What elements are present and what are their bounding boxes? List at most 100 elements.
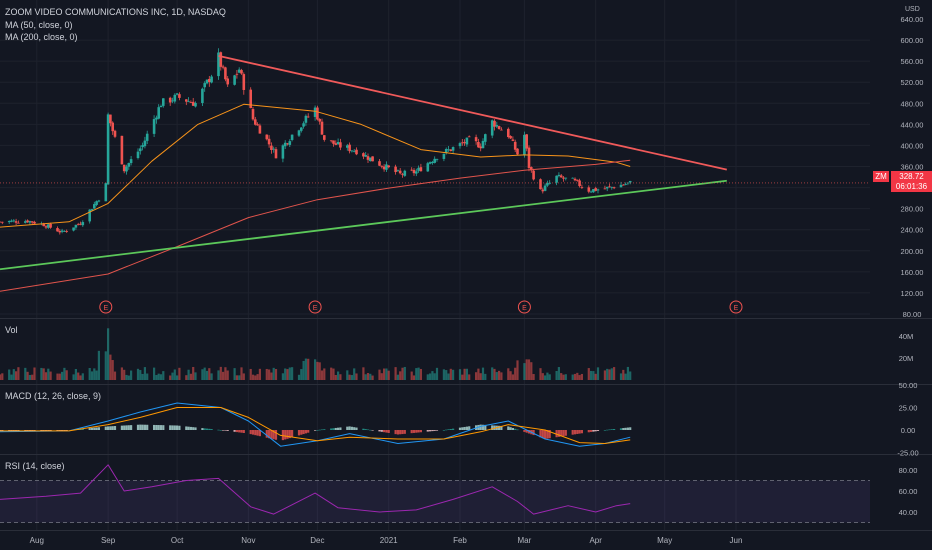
volume-bar	[194, 372, 197, 380]
y-tick-label: 480.00	[901, 99, 924, 108]
macd-histogram-bar	[479, 424, 482, 430]
macd-histogram-bar	[130, 425, 133, 430]
volume-bar	[40, 367, 43, 380]
macd-histogram-bar	[268, 430, 271, 439]
macd-histogram-bar	[491, 425, 494, 430]
volume-bar	[458, 369, 462, 380]
volume-bar	[509, 371, 512, 380]
volume-bar	[544, 375, 547, 380]
volume-pane[interactable]	[0, 328, 632, 380]
volume-bar	[281, 373, 284, 380]
macd-histogram-bar	[90, 427, 94, 430]
rsi-pane[interactable]	[0, 464, 870, 523]
macd-histogram-bar	[307, 430, 310, 433]
earnings-marker[interactable]	[517, 300, 531, 314]
macd-histogram-bar	[481, 424, 485, 430]
candle-body	[88, 209, 91, 222]
macd-histogram-bar	[576, 430, 579, 434]
volume-bar	[125, 374, 128, 380]
macd-histogram-bar	[484, 424, 487, 430]
candle-body	[159, 105, 163, 108]
candle-body	[320, 121, 324, 135]
volume-bar	[258, 368, 261, 380]
candle-body	[76, 224, 80, 226]
volume-bar	[548, 374, 551, 380]
candle-body	[385, 164, 388, 170]
candle-body	[81, 222, 85, 226]
candle-body	[481, 140, 485, 149]
ma50-legend[interactable]: MA (50, close, 0)	[5, 20, 73, 30]
candle-body	[371, 156, 374, 162]
macd-histogram-bar	[222, 430, 225, 431]
macd-histogram-bar	[139, 424, 142, 430]
volume-bar	[541, 373, 544, 380]
candle-body	[394, 166, 397, 173]
x-tick-label: Apr	[589, 536, 602, 545]
volume-bar	[445, 370, 448, 380]
macd-histogram-bar	[159, 425, 163, 430]
volume-bar	[629, 371, 632, 380]
macd-histogram-bar	[348, 426, 351, 430]
macd-histogram-bar	[590, 430, 593, 432]
volume-bar	[208, 368, 211, 380]
volume-bar	[143, 367, 146, 380]
candle-body	[431, 161, 434, 163]
candle-body	[477, 141, 480, 148]
y-tick-label: 440.00	[901, 120, 924, 129]
x-tick-label: Feb	[453, 536, 467, 545]
macd-histogram-bar	[270, 430, 273, 439]
macd-histogram-bar	[302, 430, 305, 435]
candle-body	[426, 163, 430, 172]
candle-body	[97, 200, 101, 202]
axes: Aug Sep Oct Nov Dec 2021 Feb Mar Apr May Jun 80.00 1…	[30, 15, 924, 545]
macd-histogram-bar	[394, 430, 397, 435]
volume-bar	[233, 368, 236, 380]
candle-body	[419, 167, 423, 172]
macd-pane[interactable]	[0, 402, 632, 447]
y-tick-label: 200.00	[901, 247, 924, 256]
earnings-marker-label: E	[734, 305, 739, 312]
resistance-trendline[interactable]	[218, 54, 727, 171]
volume-bar	[477, 368, 480, 380]
volume-bar	[468, 374, 471, 380]
candle-body	[272, 148, 275, 150]
macd-histogram-bar	[12, 430, 15, 431]
macd-histogram-bar	[235, 430, 238, 433]
earnings-marker[interactable]	[308, 300, 322, 314]
x-tick-label: Nov	[241, 536, 255, 545]
volume-bar	[318, 362, 321, 380]
rsi-legend[interactable]: RSI (14, close)	[5, 461, 65, 471]
earnings-marker[interactable]	[99, 300, 113, 314]
macd-histogram-bar	[286, 430, 289, 439]
ma200-legend[interactable]: MA (200, close, 0)	[5, 32, 78, 42]
candle-body	[74, 224, 78, 228]
macd-histogram-bar	[208, 428, 211, 430]
candle-body	[60, 230, 64, 232]
candle-body	[346, 145, 349, 148]
macd-histogram-bar	[592, 430, 595, 432]
volume-bar	[93, 368, 96, 380]
candle-body	[237, 69, 241, 73]
macd-histogram-bar	[555, 430, 558, 438]
earnings-marker[interactable]	[729, 300, 743, 314]
candle-body	[417, 167, 420, 171]
support-trendline[interactable]	[0, 179, 727, 271]
candle-body	[619, 184, 623, 188]
candle-body	[513, 141, 517, 150]
volume-legend[interactable]: Vol	[5, 325, 18, 335]
volume-bar	[268, 369, 271, 380]
candle-body	[251, 109, 255, 120]
volume-bar	[557, 367, 560, 380]
candle-body	[562, 177, 565, 179]
macd-histogram-bar	[104, 426, 107, 430]
macd-tick-label: 50.00	[899, 381, 918, 390]
ma50-line	[0, 103, 631, 228]
macd-histogram-bar	[233, 430, 236, 432]
macd-legend[interactable]: MACD (12, 26, close, 9)	[5, 391, 102, 401]
candle-body	[316, 107, 319, 120]
volume-bar	[560, 373, 563, 380]
volume-tick-label: 20M	[899, 354, 914, 363]
candle-body	[162, 98, 165, 106]
